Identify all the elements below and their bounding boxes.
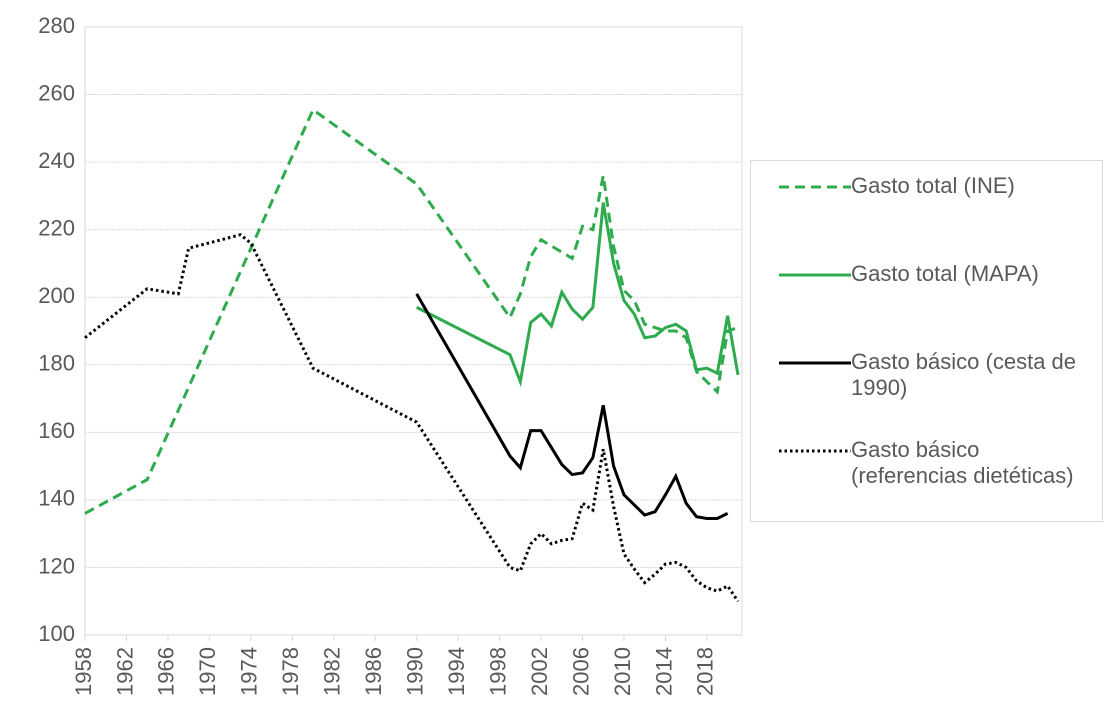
y-tick-label: 200 xyxy=(38,283,75,308)
x-tick-label: 1994 xyxy=(444,647,469,696)
y-tick-label: 240 xyxy=(38,148,75,173)
x-tick-label: 2010 xyxy=(610,647,635,696)
x-tick-label: 2018 xyxy=(693,647,718,696)
y-tick-label: 140 xyxy=(38,486,75,511)
legend-swatch xyxy=(779,273,851,277)
x-tick-label: 1982 xyxy=(320,647,345,696)
x-tick-label: 1962 xyxy=(112,647,137,696)
x-tick-label: 1970 xyxy=(195,647,220,696)
y-tick-label: 220 xyxy=(38,215,75,240)
legend-swatch xyxy=(779,449,851,453)
y-tick-label: 180 xyxy=(38,351,75,376)
data-line xyxy=(415,293,729,520)
legend-entry: Gasto básico (referencias dietéticas) xyxy=(751,437,1076,489)
y-tick-label: 100 xyxy=(38,621,75,646)
legend-label: Gasto total (INE) xyxy=(851,173,1015,198)
x-tick-label: 1978 xyxy=(278,647,303,696)
legend-swatch xyxy=(779,361,851,365)
legend-entry: Gasto total (INE) xyxy=(751,173,1076,199)
data-line xyxy=(84,233,740,603)
y-tick-label: 280 xyxy=(38,13,75,38)
y-tick-label: 120 xyxy=(38,553,75,578)
data-line xyxy=(416,202,740,388)
x-tick-label: 1958 xyxy=(71,647,96,696)
x-tick-label: 1966 xyxy=(154,647,179,696)
x-tick-label: 2014 xyxy=(651,647,676,696)
legend-label: Gasto total (MAPA) xyxy=(851,261,1039,286)
legend-label: Gasto básico (referencias dietéticas) xyxy=(851,437,1074,488)
x-tick-label: 1990 xyxy=(402,647,427,696)
data-line xyxy=(84,107,739,515)
plot-frame xyxy=(84,26,743,636)
legend-label: Gasto básico (cesta de 1990) xyxy=(851,349,1077,400)
x-tick-label: 2002 xyxy=(527,647,552,696)
x-tick-label: 1974 xyxy=(237,647,262,696)
x-tick-label: 1986 xyxy=(361,647,386,696)
y-tick-label: 260 xyxy=(38,80,75,105)
legend: Gasto total (INE) Gasto total (MAPA) Gasto… xyxy=(750,160,1103,522)
x-tick-label: 2006 xyxy=(568,647,593,696)
x-tick-label: 1998 xyxy=(485,647,510,696)
y-tick-label: 160 xyxy=(38,418,75,443)
chart: 100 120 140 160 180 200 220 240 260 280 1958 1962 19… xyxy=(38,13,743,696)
legend-swatch xyxy=(779,185,851,189)
legend-entry: Gasto total (MAPA) xyxy=(751,261,1076,287)
legend-entry: Gasto básico (cesta de 1990) xyxy=(751,349,1076,401)
